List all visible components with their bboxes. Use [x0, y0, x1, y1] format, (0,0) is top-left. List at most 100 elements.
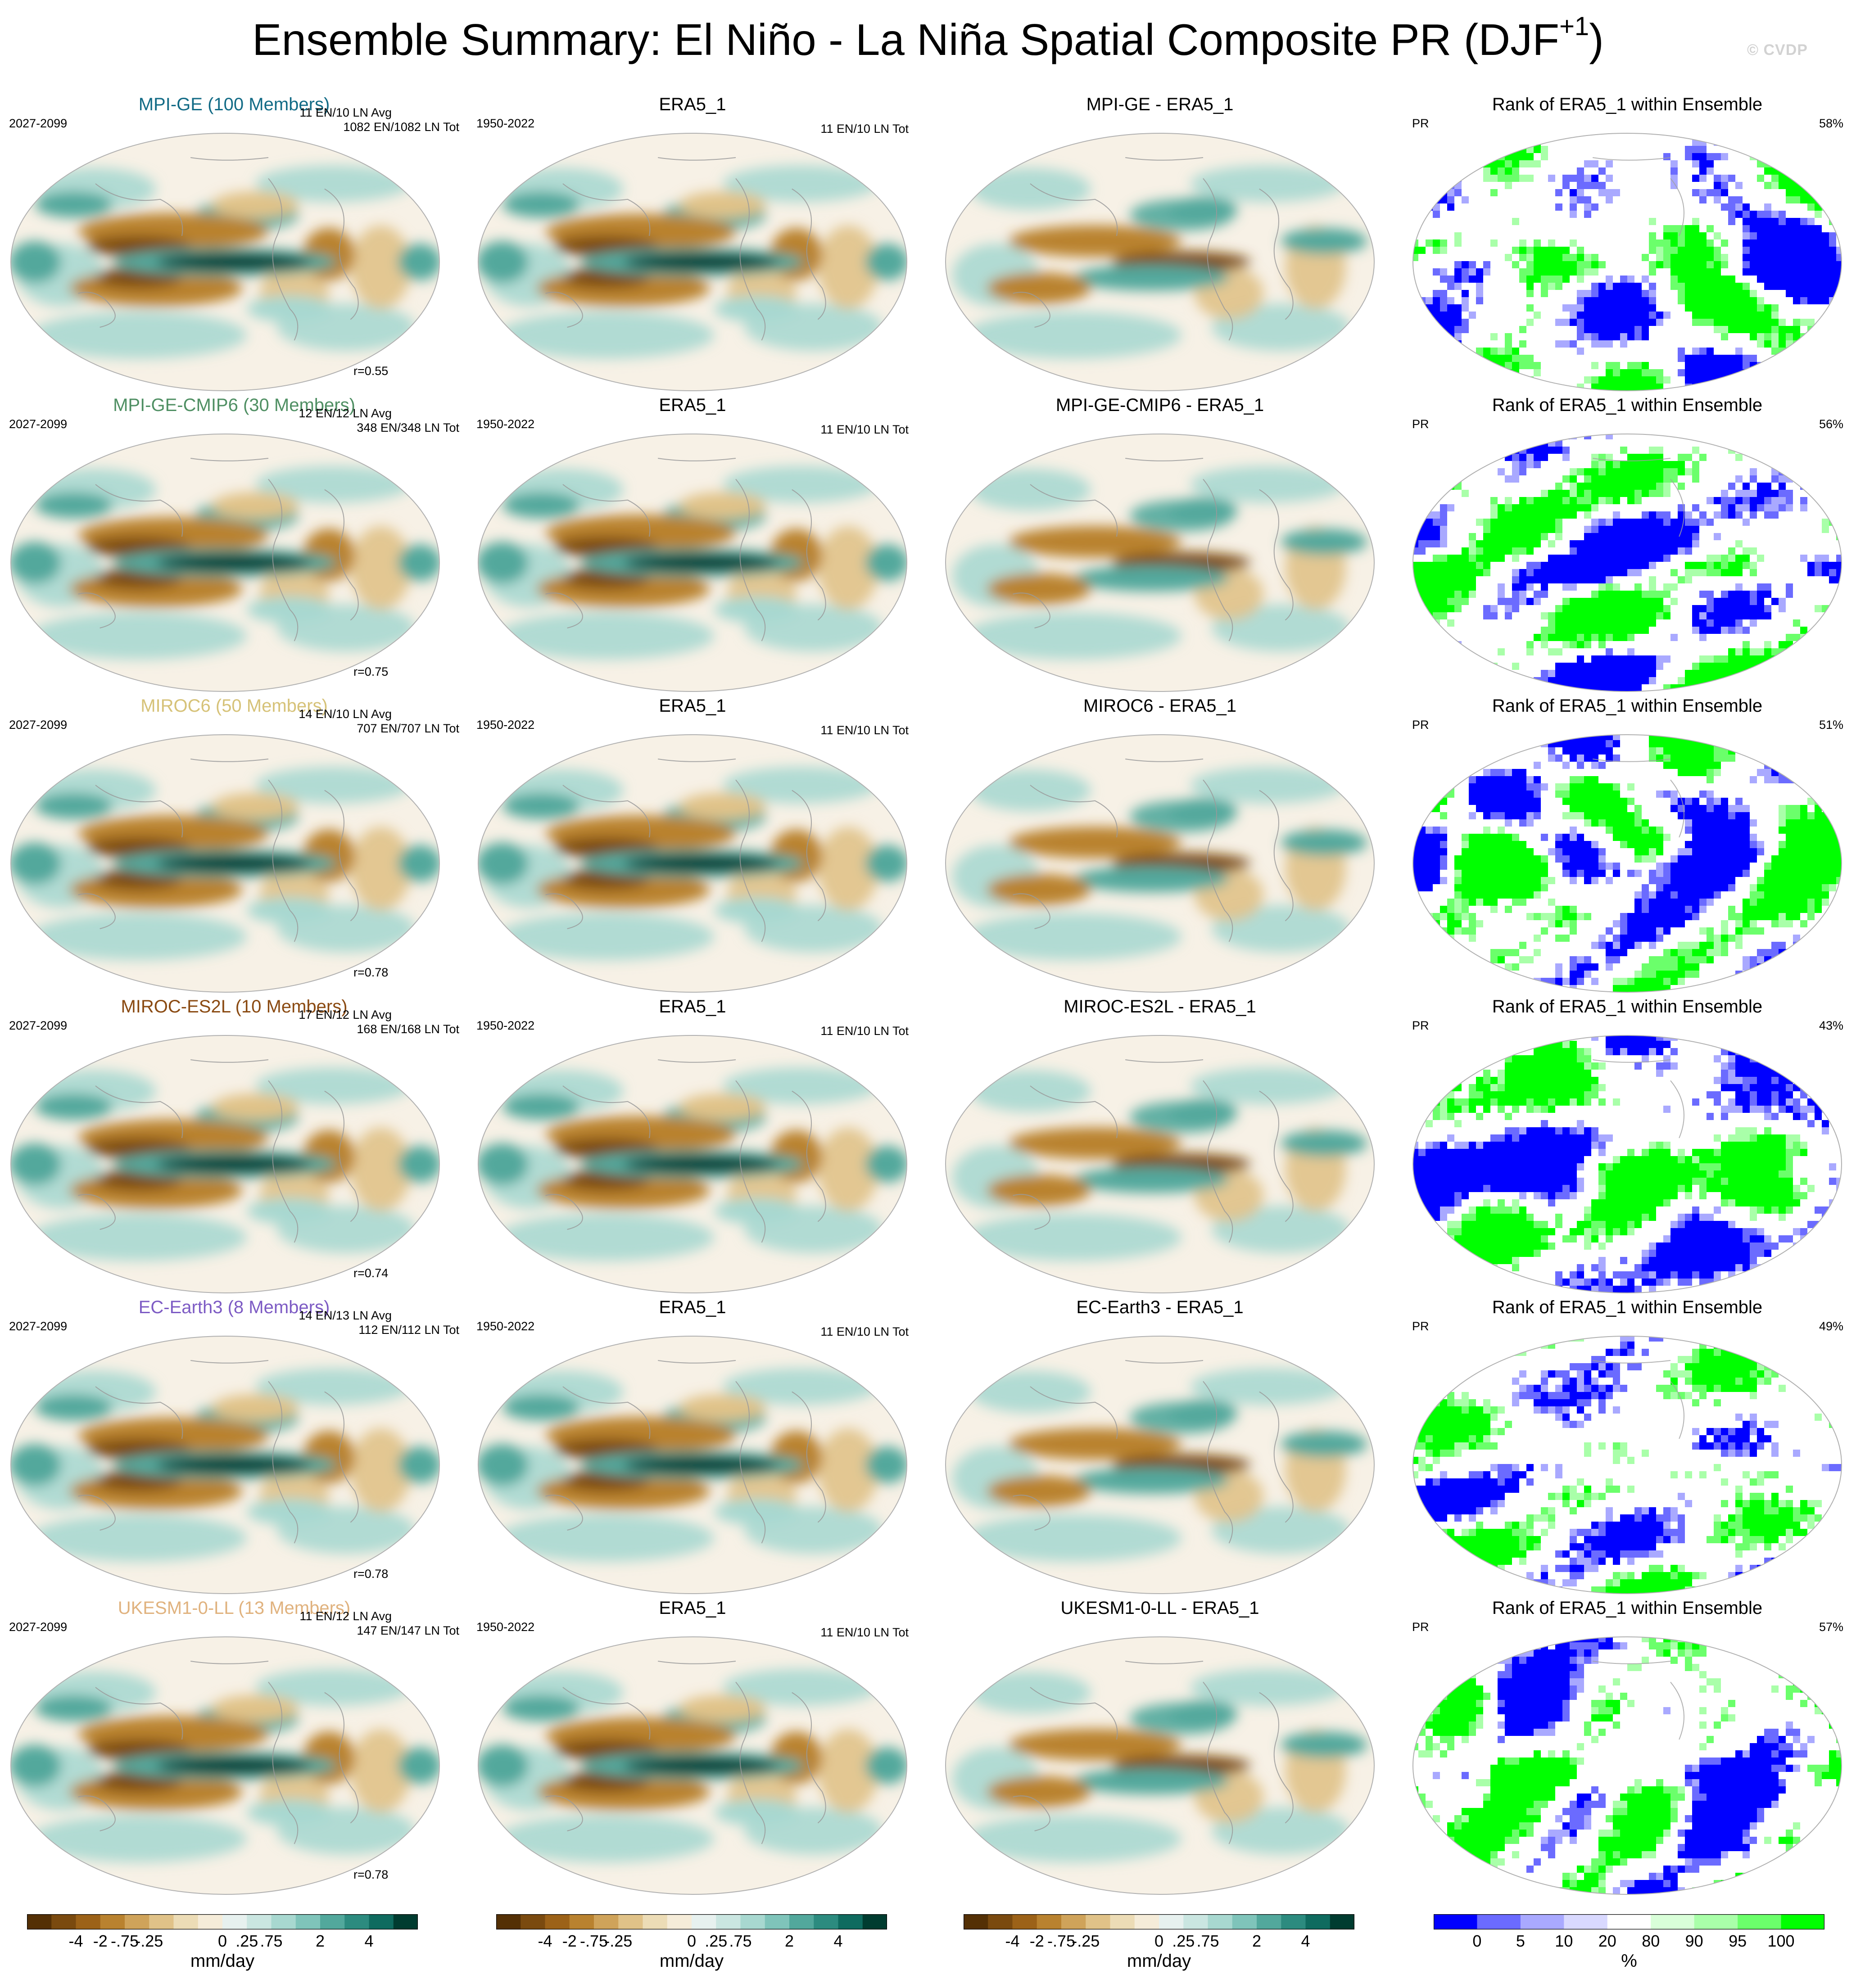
pattern-correlation: r=0.75 [353, 665, 389, 678]
rank-panel-title: Rank of ERA5_1 within Ensemble [1492, 1598, 1763, 1618]
colorbar-swatch [1257, 1914, 1281, 1929]
colorbar-swatch [594, 1914, 619, 1929]
colorbar-tick-label: 80 [1642, 1932, 1660, 1950]
colorbar-tick-label: -2 [562, 1932, 577, 1950]
colorbar-tick-label: -.25 [135, 1932, 163, 1950]
difference-map [945, 133, 1375, 391]
rank-map [1412, 1035, 1842, 1293]
rank-map [1412, 434, 1842, 692]
obs-event-total: 11 EN/10 LN Tot [820, 723, 909, 737]
colorbar-swatch [740, 1914, 765, 1929]
colorbar-swatch [222, 1914, 247, 1929]
colorbar-swatch [125, 1914, 149, 1929]
colorbar-swatch [569, 1914, 594, 1929]
obs-composite-map [478, 434, 907, 692]
rank-map [1412, 1636, 1842, 1895]
obs-event-total: 11 EN/10 LN Tot [820, 1325, 909, 1338]
model-panel-title: UKESM1-0-LL (13 Members) [118, 1598, 351, 1618]
colorbar-tick-label: 2 [315, 1932, 325, 1950]
obs-event-total: 11 EN/10 LN Tot [820, 1024, 909, 1038]
difference-map [945, 734, 1375, 993]
colorbar-unit: mm/day [190, 1951, 255, 1971]
rank-percent: 57% [1819, 1620, 1843, 1634]
pattern-correlation: r=0.74 [353, 1266, 389, 1280]
rank-variable: PR [1412, 718, 1429, 732]
colorbar-tick-label: 4 [1301, 1932, 1310, 1950]
model-period: 2027-2099 [9, 1620, 68, 1634]
model-composite-map [10, 1636, 440, 1895]
model-period: 2027-2099 [9, 1019, 68, 1032]
colorbar-swatch [1781, 1914, 1824, 1929]
colorbar-tick-label: .25 [705, 1932, 728, 1950]
rank-percent: 49% [1819, 1319, 1843, 1333]
difference-map [945, 1336, 1375, 1594]
colorbar-tick-label: 4 [364, 1932, 374, 1950]
obs-panel-title: ERA5_1 [659, 1598, 726, 1618]
difference-map [945, 1636, 1375, 1895]
rank-panel-title: Rank of ERA5_1 within Ensemble [1492, 997, 1763, 1017]
model-composite-map [10, 1035, 440, 1293]
difference-panel-title: MIROC6 - ERA5_1 [1083, 696, 1237, 716]
colorbar-tick-label: -.75 [1047, 1932, 1076, 1950]
rank-colorbar [1434, 1914, 1824, 1929]
colorbar-swatch [173, 1914, 199, 1929]
colorbar-tick-label: -2 [93, 1932, 108, 1950]
colorbar-swatch [1061, 1914, 1086, 1929]
colorbar-swatch [1037, 1914, 1062, 1929]
colorbar-swatch [1159, 1914, 1184, 1929]
colorbar-tick-label: .25 [235, 1932, 258, 1950]
model-event-average: 12 EN/12 LN Avg [299, 407, 392, 420]
colorbar-swatch [1477, 1914, 1521, 1929]
rank-panel-title: Rank of ERA5_1 within Ensemble [1492, 696, 1763, 716]
colorbar-unit: mm/day [659, 1951, 724, 1971]
colorbar-swatch [814, 1914, 838, 1929]
colorbar-swatch [765, 1914, 790, 1929]
obs-panel-title: ERA5_1 [659, 696, 726, 716]
obs-period: 1950-2022 [476, 1319, 535, 1333]
obs-panel-title: ERA5_1 [659, 95, 726, 114]
colorbar-tick-label: .75 [1196, 1932, 1219, 1950]
colorbar-swatch [862, 1914, 887, 1929]
colorbar-tick-label: -.25 [604, 1932, 633, 1950]
model-panel-title: MPI-GE-CMIP6 (30 Members) [113, 395, 355, 415]
model-panel-title: EC-Earth3 (8 Members) [138, 1297, 330, 1317]
model-composite-map [10, 1336, 440, 1594]
rank-variable: PR [1412, 117, 1429, 130]
anomaly-colorbar [27, 1914, 418, 1929]
anomaly-colorbar [964, 1914, 1354, 1929]
model-panel-title: MPI-GE (100 Members) [138, 95, 330, 114]
model-period: 2027-2099 [9, 417, 68, 431]
colorbar-swatch [393, 1914, 418, 1929]
obs-composite-map [478, 1035, 907, 1293]
colorbar-swatch [789, 1914, 814, 1929]
difference-map [945, 434, 1375, 692]
colorbar-tick-label: 4 [833, 1932, 843, 1950]
rank-map [1412, 1336, 1842, 1594]
difference-panel-title: MPI-GE - ERA5_1 [1086, 95, 1234, 114]
model-composite-map [10, 133, 440, 391]
model-event-total: 168 EN/168 LN Tot [357, 1022, 459, 1036]
colorbar-swatch [198, 1914, 223, 1929]
obs-period: 1950-2022 [476, 417, 535, 431]
colorbar-swatch [1012, 1914, 1037, 1929]
model-panel-title: MIROC6 (50 Members) [140, 696, 328, 716]
colorbar-swatch [76, 1914, 101, 1929]
colorbar-unit: mm/day [1127, 1951, 1191, 1971]
colorbar-swatch [149, 1914, 174, 1929]
rank-percent: 51% [1819, 718, 1843, 732]
colorbar-tick-label: -.75 [579, 1932, 608, 1950]
colorbar-tick-label: 0 [1154, 1932, 1164, 1950]
model-event-total: 147 EN/147 LN Tot [357, 1624, 459, 1637]
colorbar-swatch [1281, 1914, 1306, 1929]
colorbar-swatch [344, 1914, 369, 1929]
model-event-total: 348 EN/348 LN Tot [357, 421, 459, 434]
obs-period: 1950-2022 [476, 718, 535, 732]
colorbar-swatch [1694, 1914, 1738, 1929]
rank-panel-title: Rank of ERA5_1 within Ensemble [1492, 395, 1763, 415]
colorbar-tick-label: 0 [687, 1932, 697, 1950]
rank-panel-title: Rank of ERA5_1 within Ensemble [1492, 1297, 1763, 1317]
colorbar-swatch [1651, 1914, 1695, 1929]
model-period: 2027-2099 [9, 117, 68, 130]
colorbar-swatch [1232, 1914, 1257, 1929]
colorbar-tick-label: -4 [1005, 1932, 1020, 1950]
